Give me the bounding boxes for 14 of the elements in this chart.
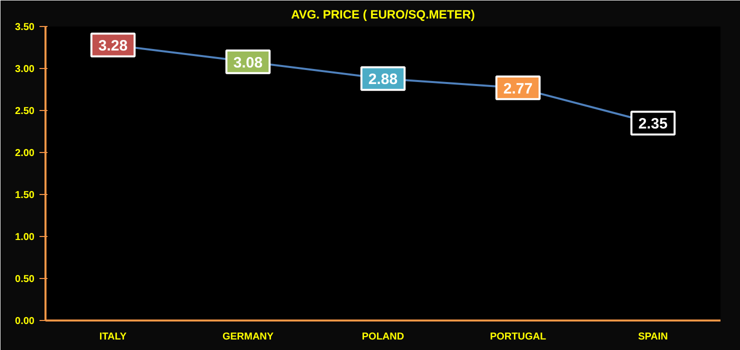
y-tick-label: 0.50 [15, 274, 35, 285]
y-tick-label: 2.50 [15, 106, 35, 117]
y-tick-label: 3.50 [15, 22, 35, 33]
y-tick-label: 2.00 [15, 148, 35, 159]
x-tick-label: POLAND [362, 332, 404, 342]
x-tick-label: PORTUGAL [490, 332, 546, 342]
x-tick-label: ITALY [99, 332, 127, 342]
y-tick-label: 1.00 [15, 232, 35, 243]
y-tick-label: 3.00 [15, 64, 35, 75]
y-tick-label: 0.00 [15, 316, 35, 327]
y-tick-label: 1.50 [15, 190, 35, 201]
x-tick-label: GERMANY [222, 332, 274, 342]
x-tick-label: SPAIN [638, 332, 668, 342]
chart-title: AVG. PRICE ( EURO/SQ.METER) [291, 8, 475, 22]
